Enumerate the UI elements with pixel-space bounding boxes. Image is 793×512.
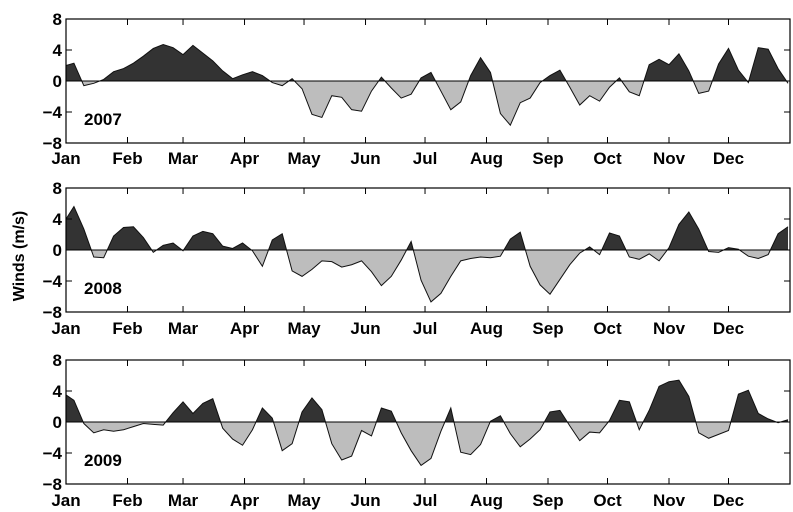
ytick-label: 8 (53, 179, 62, 198)
ytick-label: 0 (53, 413, 62, 432)
xtick-label-jun: Jun (350, 491, 380, 510)
ytick-label: 4 (53, 382, 63, 401)
xtick-label-may: May (287, 491, 321, 510)
panel-year-label: 2008 (84, 279, 122, 298)
ytick-label: 4 (53, 210, 63, 229)
xtick-label-nov: Nov (653, 491, 686, 510)
xtick-label-dec: Dec (713, 149, 744, 168)
xtick-label-apr: Apr (230, 319, 260, 338)
ytick-label: −4 (43, 103, 63, 122)
series-2008-positive-area (66, 206, 789, 250)
xtick-label-apr: Apr (230, 149, 260, 168)
ytick-label: −8 (43, 134, 62, 153)
series-2009-line (66, 379, 789, 467)
xtick-label-feb: Feb (112, 491, 142, 510)
xtick-label-dec: Dec (713, 491, 744, 510)
xtick-label-mar: Mar (168, 491, 199, 510)
xtick-label-nov: Nov (653, 149, 686, 168)
xtick-label-sep: Sep (532, 149, 563, 168)
series-2009-negative-area (66, 422, 789, 466)
ytick-label: 4 (53, 41, 63, 60)
series-2008-negative-area (66, 250, 789, 302)
xtick-label-aug: Aug (470, 149, 503, 168)
ytick-label: −4 (43, 272, 63, 291)
xtick-label-aug: Aug (470, 491, 503, 510)
xtick-label-jan: Jan (51, 319, 80, 338)
xtick-label-sep: Sep (532, 319, 563, 338)
xtick-label-dec: Dec (713, 319, 744, 338)
xtick-label-jan: Jan (51, 491, 80, 510)
panel-year-label: 2007 (84, 110, 122, 129)
xtick-label-sep: Sep (532, 491, 563, 510)
xtick-label-jun: Jun (350, 149, 380, 168)
xtick-label-apr: Apr (230, 491, 260, 510)
ytick-label: 0 (53, 72, 62, 91)
xtick-label-may: May (287, 319, 321, 338)
series-2007-positive-area (66, 44, 789, 81)
xtick-label-jul: Jul (413, 319, 438, 338)
xtick-label-jul: Jul (413, 491, 438, 510)
xtick-label-jun: Jun (350, 319, 380, 338)
ytick-label: −4 (43, 444, 63, 463)
xtick-label-oct: Oct (593, 491, 622, 510)
ytick-label: −8 (43, 303, 62, 322)
xtick-label-feb: Feb (112, 149, 142, 168)
xtick-label-mar: Mar (168, 319, 199, 338)
xtick-label-mar: Mar (168, 149, 199, 168)
xtick-label-jul: Jul (413, 149, 438, 168)
xtick-label-may: May (287, 149, 321, 168)
xtick-label-nov: Nov (653, 319, 686, 338)
xtick-label-aug: Aug (470, 319, 503, 338)
xtick-label-jan: Jan (51, 149, 80, 168)
ytick-label: −8 (43, 475, 62, 494)
ytick-label: 0 (53, 241, 62, 260)
y-axis-label: Winds (m/s) (11, 211, 28, 302)
ytick-label: 8 (53, 10, 62, 29)
panel-year-label: 2009 (84, 451, 122, 470)
series-2007-line (66, 44, 789, 127)
series-2009-positive-area (66, 380, 789, 422)
xtick-label-feb: Feb (112, 319, 142, 338)
xtick-label-oct: Oct (593, 319, 622, 338)
xtick-label-oct: Oct (593, 149, 622, 168)
ytick-label: 8 (53, 351, 62, 370)
